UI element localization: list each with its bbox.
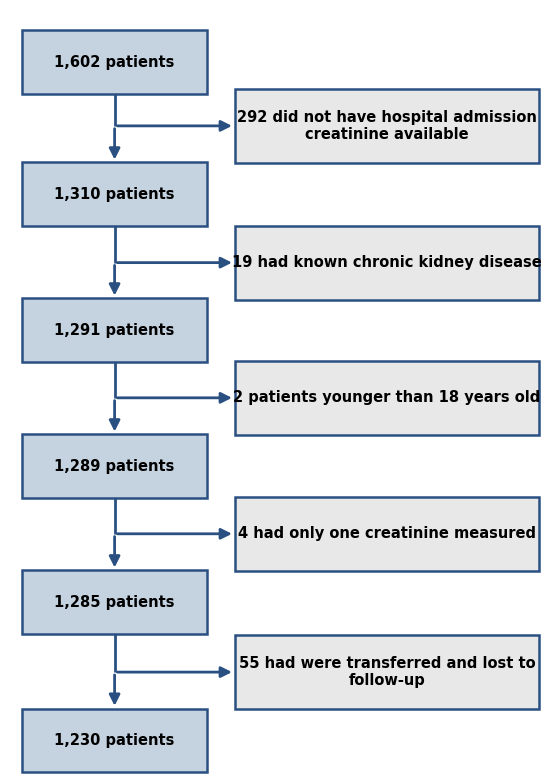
- Text: 1,285 patients: 1,285 patients: [54, 594, 175, 610]
- Text: 1,291 patients: 1,291 patients: [54, 322, 175, 338]
- FancyBboxPatch shape: [22, 709, 207, 772]
- Text: 1,289 patients: 1,289 patients: [54, 458, 175, 474]
- Text: 1,230 patients: 1,230 patients: [54, 733, 175, 748]
- FancyBboxPatch shape: [235, 89, 539, 163]
- FancyBboxPatch shape: [22, 30, 207, 94]
- Text: 292 did not have hospital admission
creatinine available: 292 did not have hospital admission crea…: [237, 110, 537, 142]
- Text: 4 had only one creatinine measured: 4 had only one creatinine measured: [238, 526, 536, 542]
- Text: 2 patients younger than 18 years old: 2 patients younger than 18 years old: [234, 390, 541, 406]
- FancyBboxPatch shape: [235, 361, 539, 435]
- FancyBboxPatch shape: [22, 298, 207, 362]
- FancyBboxPatch shape: [22, 570, 207, 634]
- Text: 19 had known chronic kidney disease: 19 had known chronic kidney disease: [232, 255, 542, 270]
- Text: 1,310 patients: 1,310 patients: [54, 186, 175, 202]
- FancyBboxPatch shape: [235, 636, 539, 709]
- Text: 55 had were transferred and lost to
follow-up: 55 had were transferred and lost to foll…: [239, 656, 536, 688]
- Text: 1,602 patients: 1,602 patients: [54, 54, 175, 70]
- FancyBboxPatch shape: [235, 497, 539, 570]
- FancyBboxPatch shape: [22, 162, 207, 226]
- FancyBboxPatch shape: [235, 225, 539, 299]
- FancyBboxPatch shape: [22, 434, 207, 498]
